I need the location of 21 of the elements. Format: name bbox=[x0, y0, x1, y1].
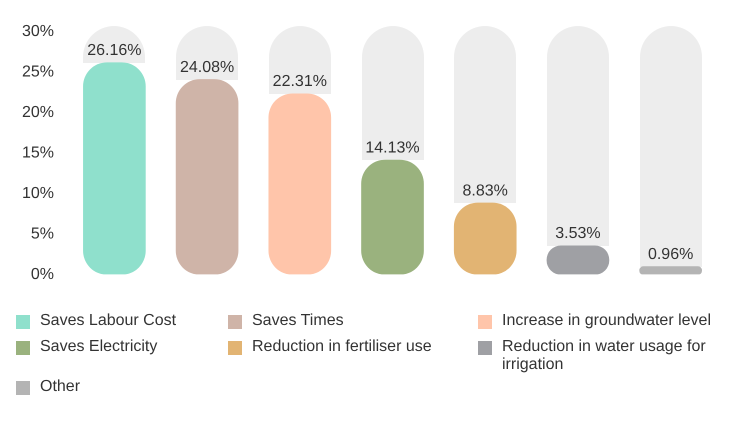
data-label: 0.96% bbox=[648, 246, 694, 264]
data-label: 26.16% bbox=[87, 42, 142, 60]
y-tick-label: 10% bbox=[22, 184, 54, 202]
legend-label: Saves Times bbox=[252, 312, 344, 330]
y-tick-label: 25% bbox=[22, 63, 54, 80]
legend-label: Increase in groundwater level bbox=[502, 312, 712, 330]
y-tick-label: 15% bbox=[22, 144, 54, 162]
legend-label: Other bbox=[40, 378, 80, 396]
y-tick-label: 0% bbox=[30, 266, 54, 283]
legend-label: Saves Electricity bbox=[40, 338, 158, 356]
y-tick-label: 5% bbox=[30, 225, 54, 242]
legend-label: Reduction in water usage for irrigation bbox=[502, 338, 707, 374]
data-label: 14.13% bbox=[365, 139, 420, 156]
y-tick-label: 20% bbox=[22, 104, 54, 121]
data-label: 24.08% bbox=[180, 58, 234, 76]
data-label: 22.31% bbox=[272, 73, 327, 90]
legend-label: Reduction in fertiliser use bbox=[252, 338, 432, 356]
data-label: 8.83% bbox=[462, 182, 508, 200]
y-tick-label: 30% bbox=[22, 23, 54, 40]
data-label: 3.53% bbox=[555, 225, 601, 242]
legend-label: Saves Labour Cost bbox=[40, 312, 176, 330]
